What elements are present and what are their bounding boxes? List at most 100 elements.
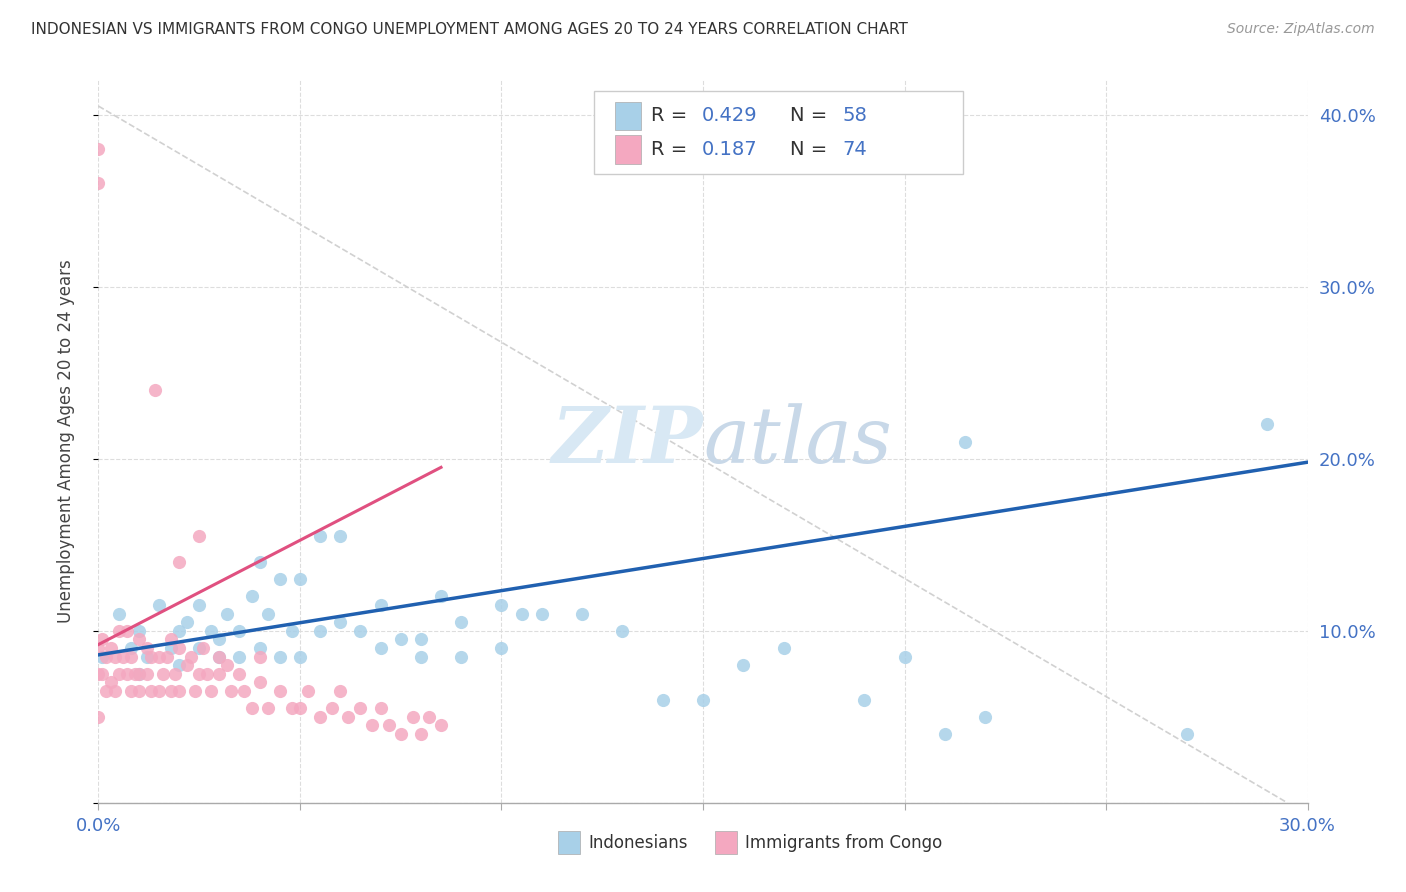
Point: [100, 675, 122, 690]
Point: [135, 640, 157, 655]
Point: [160, 640, 183, 655]
Point: [491, 598, 513, 612]
Point: [160, 632, 183, 647]
Point: [418, 710, 440, 724]
Point: [337, 710, 360, 724]
Text: ZIP: ZIP: [551, 403, 703, 480]
Text: N =: N =: [790, 140, 834, 159]
FancyBboxPatch shape: [614, 102, 641, 130]
FancyBboxPatch shape: [716, 831, 737, 855]
Point: [87, 640, 110, 655]
Point: [115, 666, 138, 681]
Point: [309, 529, 332, 543]
Text: 58: 58: [842, 106, 868, 126]
Text: R =: R =: [651, 106, 693, 126]
Text: Indonesians: Indonesians: [588, 833, 688, 852]
Point: [148, 684, 170, 698]
Point: [107, 624, 129, 638]
Point: [1175, 727, 1198, 741]
Point: [228, 624, 250, 638]
Point: [180, 649, 202, 664]
Point: [128, 632, 150, 647]
Point: [430, 718, 453, 732]
Point: [450, 649, 472, 664]
Text: 74: 74: [842, 140, 868, 159]
Point: [193, 640, 215, 655]
Point: [100, 640, 122, 655]
Point: [249, 675, 271, 690]
Point: [733, 658, 755, 673]
Point: [361, 718, 384, 732]
FancyBboxPatch shape: [595, 91, 963, 174]
Point: [124, 666, 146, 681]
Point: [163, 666, 186, 681]
Point: [349, 624, 371, 638]
Point: [167, 555, 190, 569]
Point: [87, 177, 110, 191]
Point: [309, 710, 332, 724]
Point: [167, 684, 190, 698]
Point: [370, 701, 392, 715]
Point: [188, 598, 211, 612]
Point: [249, 649, 271, 664]
Point: [269, 684, 291, 698]
Point: [370, 598, 392, 612]
Point: [571, 607, 593, 621]
Point: [297, 684, 319, 698]
Point: [510, 607, 533, 621]
Point: [249, 640, 271, 655]
Point: [491, 640, 513, 655]
Point: [87, 142, 110, 156]
Point: [288, 649, 311, 664]
Point: [128, 684, 150, 698]
Text: 0.187: 0.187: [702, 140, 758, 159]
FancyBboxPatch shape: [614, 135, 641, 164]
Point: [195, 666, 218, 681]
Point: [139, 649, 162, 664]
Point: [208, 666, 231, 681]
Point: [120, 640, 142, 655]
Point: [200, 684, 222, 698]
Point: [309, 624, 332, 638]
Point: [349, 701, 371, 715]
Point: [221, 684, 243, 698]
Point: [156, 649, 179, 664]
Point: [128, 666, 150, 681]
Point: [232, 684, 254, 698]
Point: [288, 572, 311, 586]
Point: [256, 607, 278, 621]
Point: [321, 701, 343, 715]
Point: [281, 701, 304, 715]
Point: [288, 701, 311, 715]
Point: [128, 624, 150, 638]
Point: [370, 640, 392, 655]
Point: [329, 684, 352, 698]
Text: Source: ZipAtlas.com: Source: ZipAtlas.com: [1227, 22, 1375, 37]
Point: [135, 649, 157, 664]
Point: [450, 615, 472, 630]
Point: [120, 649, 142, 664]
Point: [91, 632, 114, 647]
Point: [281, 624, 304, 638]
Point: [184, 684, 207, 698]
Point: [389, 727, 412, 741]
Point: [96, 649, 118, 664]
Point: [188, 640, 211, 655]
Point: [208, 649, 231, 664]
Point: [651, 692, 673, 706]
Point: [107, 666, 129, 681]
Point: [217, 607, 239, 621]
Point: [208, 632, 231, 647]
Point: [240, 590, 263, 604]
Point: [167, 640, 190, 655]
Text: N =: N =: [790, 106, 834, 126]
Point: [269, 649, 291, 664]
Point: [188, 529, 211, 543]
Point: [228, 666, 250, 681]
Point: [96, 684, 118, 698]
Text: atlas: atlas: [703, 403, 891, 480]
Point: [176, 615, 198, 630]
Point: [893, 649, 915, 664]
Point: [409, 727, 432, 741]
Point: [120, 684, 142, 698]
